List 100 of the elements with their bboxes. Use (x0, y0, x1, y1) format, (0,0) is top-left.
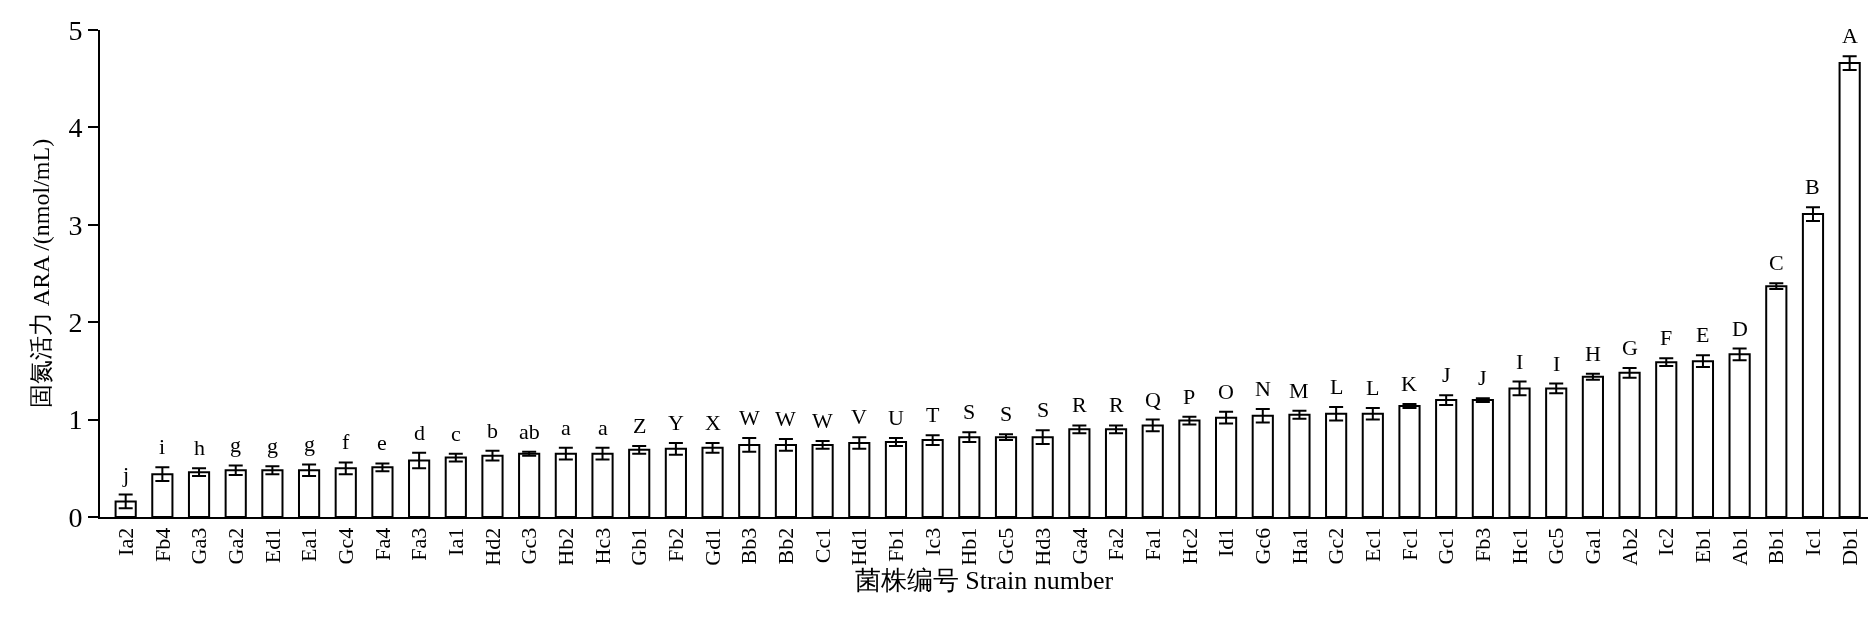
y-tick-label: 3 (68, 209, 83, 241)
data-label: R (1109, 392, 1124, 417)
x-tick-label: Ic1 (1800, 527, 1826, 556)
data-label: Q (1145, 387, 1161, 412)
x-tick-label: Hd3 (1029, 527, 1055, 566)
data-label: B (1805, 174, 1820, 199)
x-tick-label: Ia1 (442, 527, 468, 556)
data-label: I (1516, 349, 1524, 374)
data-label: W (775, 406, 796, 431)
data-label: R (1072, 392, 1087, 417)
x-tick-label: Gc2 (1323, 527, 1349, 565)
x-tick-label: Gc1 (1433, 527, 1459, 565)
data-label: h (194, 435, 205, 460)
y-tick-label: 0 (68, 501, 83, 533)
data-label: S (1037, 397, 1050, 422)
x-tick-label: Gc3 (516, 527, 542, 565)
x-tick-label: Hc2 (1176, 527, 1202, 565)
data-label: e (377, 430, 387, 455)
data-label: F (1660, 325, 1673, 350)
x-tick-label: Gc6 (1249, 527, 1275, 565)
x-tick-label: Fa1 (1139, 527, 1165, 561)
x-tick-label: Fa4 (369, 527, 395, 561)
data-label: T (926, 402, 940, 427)
data-label: G (1622, 335, 1638, 360)
x-tick-label: Ab1 (1726, 527, 1752, 566)
data-label: Y (668, 410, 684, 435)
data-label: M (1289, 378, 1309, 403)
x-axis-title: 菌株编号 Strain number (854, 565, 1114, 595)
data-label: E (1696, 322, 1710, 347)
y-axis-title: 固氮活力 ARA /(nmol/mL) (28, 138, 54, 409)
x-tick-label: Ga1 (1580, 527, 1606, 565)
data-label: f (342, 429, 350, 454)
x-tick-label: Fb2 (663, 527, 689, 563)
x-tick-label: Hd2 (479, 527, 505, 566)
x-tick-label: Fb4 (149, 527, 175, 563)
data-label: A (1842, 23, 1858, 48)
y-tick-label: 1 (68, 404, 83, 436)
x-tick-label: Gd1 (699, 527, 725, 566)
data-label: O (1218, 379, 1234, 404)
x-tick-label: Gc4 (332, 527, 358, 565)
x-tick-label: Ea1 (296, 527, 322, 562)
x-tick-label: Ic3 (919, 527, 945, 556)
x-tick-label: Fb1 (883, 527, 909, 563)
x-tick-label: Fa2 (1103, 527, 1129, 561)
data-label: W (739, 405, 760, 430)
y-tick-label: 2 (68, 307, 83, 338)
x-tick-label: Fb3 (1470, 527, 1495, 563)
x-tick-label: Bb1 (1763, 527, 1789, 565)
x-tick-label: Gc5 (1543, 527, 1569, 565)
x-tick-label: Hd1 (846, 527, 872, 566)
data-label: Z (633, 413, 647, 438)
data-label: P (1183, 384, 1196, 409)
data-label: L (1330, 374, 1344, 399)
data-label: j (122, 462, 130, 487)
x-tick-label: Eb1 (1690, 527, 1716, 564)
y-tick-label: 4 (68, 112, 83, 144)
x-tick-label: Fa3 (406, 527, 432, 561)
data-label: g (230, 432, 241, 457)
x-tick-label: Gc5 (993, 527, 1019, 565)
x-tick-label: Fc1 (1396, 527, 1422, 561)
x-tick-label: Hb2 (552, 527, 578, 566)
data-label: N (1255, 376, 1271, 401)
x-tick-label: Hc3 (589, 527, 615, 565)
data-label: S (963, 399, 976, 424)
x-tick-label: Ga2 (222, 527, 248, 565)
data-label: I (1553, 351, 1561, 376)
data-label: d (414, 420, 425, 445)
x-tick-label: Bb2 (773, 527, 799, 565)
data-label: C (1769, 250, 1784, 275)
data-label: H (1585, 341, 1601, 366)
data-label: K (1401, 371, 1417, 396)
x-tick-label: Gb1 (626, 527, 652, 566)
data-label: L (1366, 375, 1380, 400)
data-label: V (851, 404, 867, 429)
data-label: X (705, 410, 721, 435)
x-tick-label: Bb3 (736, 527, 762, 565)
data-label: a (561, 415, 571, 440)
x-tick-label: Ed1 (259, 527, 285, 564)
data-label: J (1478, 365, 1487, 390)
x-tick-label: Ga3 (186, 527, 212, 565)
y-tick-label: 5 (68, 14, 83, 46)
x-tick-label: Id1 (1213, 527, 1239, 558)
data-label: g (267, 433, 278, 458)
data-label: S (1000, 401, 1013, 426)
data-label: a (598, 415, 608, 440)
data-label: c (451, 421, 461, 446)
data-label: ab (519, 419, 540, 444)
data-label: D (1732, 316, 1748, 341)
x-tick-label: Ia2 (112, 527, 138, 556)
x-tick-label: Ic2 (1653, 527, 1679, 556)
data-label: b (487, 418, 498, 443)
x-tick-label: Hb1 (956, 527, 982, 566)
x-tick-label: Ha1 (1286, 527, 1312, 565)
data-label: U (888, 405, 904, 430)
x-tick-label: Ga4 (1066, 527, 1092, 565)
x-tick-label: Ec1 (1359, 527, 1385, 562)
data-label: W (812, 408, 833, 433)
x-tick-label: Cc1 (809, 527, 835, 564)
x-tick-label: Ab2 (1616, 527, 1642, 566)
x-tick-label: Hc1 (1506, 527, 1532, 565)
